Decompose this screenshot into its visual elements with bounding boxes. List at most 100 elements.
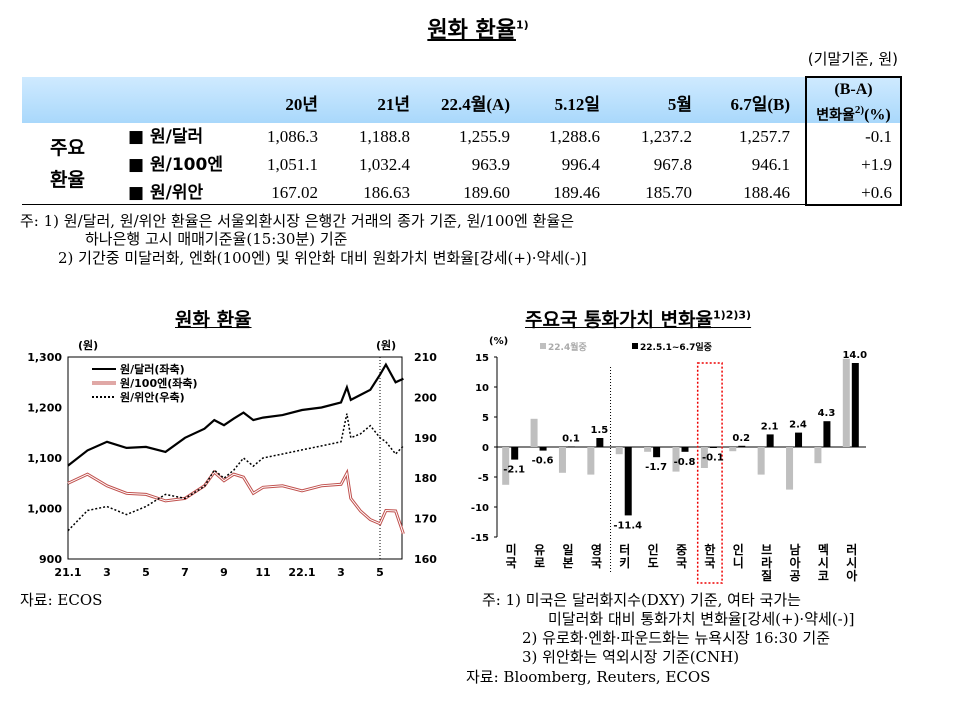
- category-label-char: 남: [790, 542, 801, 557]
- table-cell: 963.9: [471, 155, 510, 174]
- data-label: 0.2: [732, 433, 750, 444]
- legend-swatch: [632, 343, 638, 349]
- bar-recent: [795, 432, 803, 447]
- bar-april: [814, 447, 822, 464]
- plot-frame: [67, 356, 403, 560]
- y-left-tick-label: 1,200: [27, 402, 62, 415]
- category-label-char: 공: [790, 569, 801, 583]
- column-header: 22.4월(A): [441, 95, 510, 114]
- bar-recent: [596, 438, 604, 447]
- table-cell: 1,188.8: [359, 127, 410, 146]
- series-line-yuan: [67, 413, 404, 532]
- data-label: -2.1: [503, 465, 525, 476]
- bar-april: [502, 447, 510, 485]
- table-cell: 1,051.1: [267, 155, 318, 174]
- legend-label: 원/위안(우축): [120, 390, 185, 404]
- bar-april: [587, 447, 595, 475]
- right-note-3: 3) 위안화는 역외시장 기준(CNH): [522, 648, 740, 666]
- table-cell: 185.70: [645, 183, 692, 202]
- y-left-tick-label: 1,100: [27, 452, 62, 465]
- column-header: 5.12일: [554, 95, 600, 114]
- bar-april: [615, 447, 623, 455]
- bar-recent: [567, 446, 575, 448]
- left-unit-label: (원): [78, 338, 98, 352]
- left-source: 자료: ECOS: [20, 591, 103, 609]
- x-tick-label: 3: [337, 566, 345, 579]
- table-cell: 189.60: [463, 183, 510, 202]
- table-cell: 1,257.7: [739, 127, 790, 146]
- category-label-char: 니: [733, 555, 744, 570]
- category-label-char: 시: [818, 556, 829, 570]
- table-cell: 1,288.6: [549, 127, 600, 146]
- category-label-char: 라: [761, 555, 772, 570]
- y-right-tick-label: 160: [414, 553, 437, 566]
- right-unit-label: (원): [376, 338, 396, 352]
- note-1: 주: 1) 원/달러, 원/위안 환율은 서울외환시장 은행간 거래의 종가 기…: [20, 212, 575, 230]
- bar-april: [757, 447, 765, 475]
- data-label: 2.1: [761, 421, 779, 432]
- y-unit-label: (%): [489, 336, 508, 347]
- data-label: 14.0: [842, 350, 867, 361]
- bar-recent: [653, 447, 661, 458]
- data-label: 1.5: [590, 425, 608, 436]
- category-label-char: 중: [676, 543, 687, 557]
- category-label-char: 영: [591, 542, 602, 557]
- bar-april: [558, 447, 566, 473]
- bar-april: [786, 447, 794, 490]
- right-note-1: 주: 1) 미국은 달러화지수(DXY) 기준, 여타 국가는: [482, 591, 801, 609]
- table-cell: 1,237.2: [641, 127, 692, 146]
- bar-recent: [851, 363, 859, 447]
- highlight-box-korea: [696, 362, 723, 584]
- category-label-char: 멕: [818, 542, 829, 557]
- bar-recent: [681, 447, 689, 452]
- column-header: 21년: [377, 95, 410, 114]
- x-tick-label: 11: [255, 566, 270, 579]
- bar-april: [530, 418, 538, 447]
- category-label-char: 일: [562, 543, 573, 557]
- row-label: ■ 원/100엔: [128, 155, 223, 175]
- y-tick-label: -15: [471, 533, 489, 544]
- y-tick-label: 0: [482, 443, 489, 454]
- category-label-char: 국: [704, 556, 715, 570]
- unit-label: (기말기준, 원): [807, 50, 898, 68]
- category-label-char: 러: [846, 542, 857, 557]
- data-label: -0.8: [674, 457, 696, 468]
- category-label-char: 한: [704, 542, 715, 557]
- category-label-char: 아: [846, 568, 857, 583]
- group-label: 주요: [50, 137, 85, 159]
- right-note-2: 2) 유로화·엔화·파운드화는 뉴욕시장 16:30 기준: [522, 629, 831, 647]
- right-note-1-cont: 미달러화 대비 통화가치 변화율[강세(+)·약세(-)]: [548, 610, 855, 628]
- category-label-char: 아: [790, 555, 801, 570]
- left-chart-title: 원화 환율: [175, 309, 252, 331]
- data-label: -0.6: [532, 456, 554, 467]
- bar-recent: [823, 421, 831, 447]
- category-label-char: 국: [676, 556, 687, 570]
- note-2: 2) 기간중 미달러화, 엔화(100엔) 및 위안화 대비 원화가치 변화율[…: [58, 249, 587, 267]
- table-cell: 967.8: [653, 155, 692, 174]
- column-header: 5월: [667, 95, 692, 114]
- column-header: 6.7일(B): [730, 95, 790, 114]
- bar-april: [729, 447, 737, 452]
- legend-label: 원/달러(좌축): [120, 362, 185, 376]
- table-cell: 1,032.4: [359, 155, 410, 174]
- category-label-char: 코: [818, 569, 829, 583]
- x-tick-label: 21.1: [54, 566, 81, 579]
- column-header: 20년: [285, 95, 318, 114]
- category-label-char: 유: [534, 543, 545, 557]
- category-label-char: 국: [591, 556, 602, 570]
- y-tick-label: -5: [478, 473, 489, 484]
- legend-label: 원/100엔(좌축): [120, 376, 198, 390]
- y-left-tick-label: 900: [39, 553, 62, 566]
- y-right-tick-label: 190: [414, 432, 437, 445]
- category-label-char: 터: [619, 542, 630, 557]
- x-tick-label: 9: [220, 566, 228, 579]
- table-cell: 167.02: [271, 183, 318, 202]
- bar-recent: [766, 434, 774, 447]
- table-cell: 996.4: [561, 155, 600, 174]
- category-label-char: 미: [506, 542, 517, 557]
- change-header: (B-A) 변화율2)(%): [816, 81, 891, 124]
- series-line-dollar: [67, 362, 404, 467]
- category-label-char: 인: [733, 542, 744, 557]
- x-tick-label: 5: [376, 566, 384, 579]
- data-label: 2.4: [789, 420, 807, 431]
